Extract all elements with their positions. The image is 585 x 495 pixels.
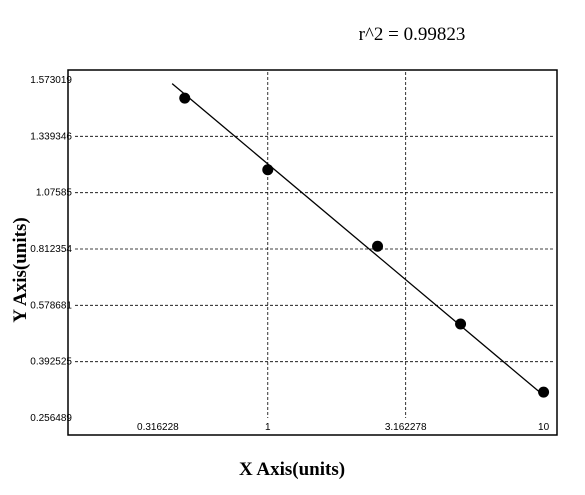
y-tick-label: 0.578681 — [30, 300, 72, 311]
data-point — [538, 386, 550, 398]
y-tick-label: 1.573019 — [30, 75, 72, 86]
chart-title: r^2 = 0.99823 — [359, 24, 466, 45]
y-tick-label: 1.07585 — [36, 188, 73, 199]
data-point — [179, 92, 191, 104]
y-tick-label: 0.812354 — [30, 244, 72, 255]
fit-line — [171, 83, 545, 396]
x-tick-label: 1 — [265, 422, 271, 433]
y-tick-label: 1.339346 — [30, 131, 72, 142]
x-tick-label: 3.162278 — [385, 422, 427, 433]
x-tick-label: 10 — [538, 422, 550, 433]
data-point — [455, 318, 467, 330]
y-tick-label: 0.256489 — [30, 413, 72, 424]
data-point — [262, 164, 274, 176]
data-point — [372, 240, 384, 252]
y-tick-label: 0.392525 — [30, 357, 72, 368]
y-axis-label: Y Axis(units) — [10, 217, 31, 322]
x-tick-label: 0.316228 — [137, 422, 179, 433]
plot-frame — [67, 69, 558, 436]
x-axis-label: X Axis(units) — [239, 459, 345, 480]
